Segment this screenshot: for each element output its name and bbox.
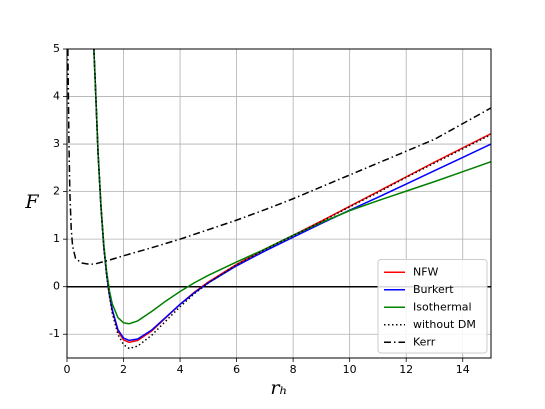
series-line: [67, 49, 491, 266]
plot-area: [67, 49, 491, 350]
series-line: [93, 49, 491, 350]
x-tick-label: 10: [343, 363, 357, 376]
legend-label: Kerr: [413, 335, 436, 348]
y-tick-label: 3: [53, 137, 60, 150]
x-tick-label: 0: [64, 363, 71, 376]
y-tick-label: -1: [49, 327, 60, 340]
legend-label: NFW: [413, 265, 439, 278]
x-tick-label: 8: [290, 363, 297, 376]
legend-label: without DM: [413, 318, 476, 331]
y-tick-label: 2: [53, 185, 60, 198]
x-tick-label: 2: [120, 363, 127, 376]
y-axis-label: F: [24, 191, 39, 213]
y-tick-label: 4: [53, 90, 60, 103]
legend-label: Burkert: [413, 283, 454, 296]
legend-label: Isothermal: [413, 300, 472, 313]
y-tick-label: 0: [53, 280, 60, 293]
x-tick-label: 14: [456, 363, 470, 376]
x-tick-label: 6: [233, 363, 240, 376]
legend-box: [377, 259, 488, 354]
y-tick-label: 5: [53, 42, 60, 55]
x-axis-label: rₕ: [270, 377, 287, 399]
x-tick-label: 12: [399, 363, 413, 376]
axes-frame: [66, 48, 492, 359]
y-tick-label: 1: [53, 232, 60, 245]
x-tick-label: 4: [177, 363, 184, 376]
